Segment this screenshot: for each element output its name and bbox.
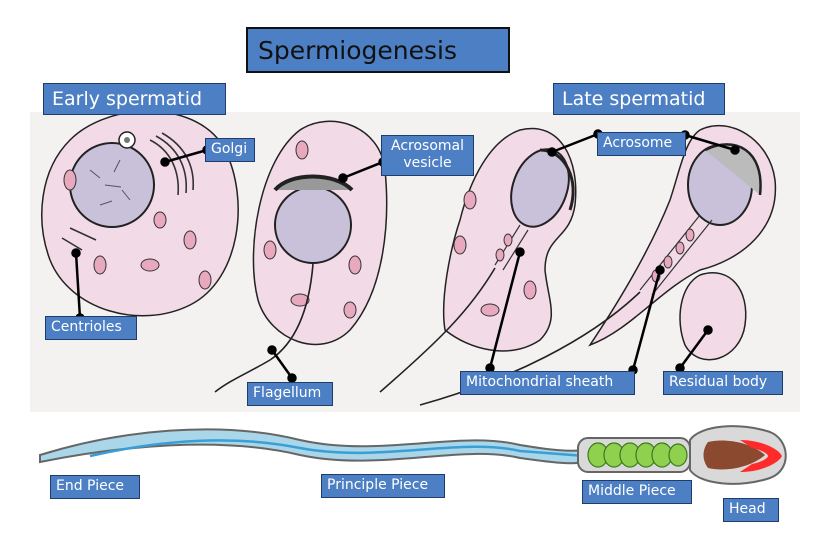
mitochondrial-sheath-label: Mitochondrial sheath: [460, 371, 635, 395]
cell-4: [419, 124, 777, 406]
residual-body-shape: [679, 272, 747, 361]
mitochondria-1: [63, 169, 212, 290]
residual-body-label: Residual body: [663, 371, 783, 395]
early-spermatid-cell: [41, 110, 239, 317]
acrosomal-vesicle-shape: [273, 174, 354, 192]
acrosomal-vesicle-label: Acrosomal vesicle: [381, 135, 474, 176]
golgi-apparatus: [149, 132, 195, 196]
middle-piece-label: Middle Piece: [582, 480, 692, 504]
nucleus-head: [703, 440, 765, 470]
cell-3: [379, 127, 577, 393]
principle-piece-label: Principle Piece: [321, 474, 445, 498]
mitochondrial-helix: [587, 442, 688, 468]
nucleus-1: [69, 142, 155, 228]
acrosomal-vesicle-line2: vesicle: [403, 155, 452, 171]
nucleus-2: [274, 186, 352, 264]
tail-shape: [39, 428, 586, 465]
golgi-label: Golgi: [205, 138, 255, 162]
head-label: Head: [723, 498, 779, 522]
flagellum-label: Flagellum: [247, 382, 333, 406]
flagellum-shape: [214, 263, 314, 393]
end-piece-label: End Piece: [50, 475, 140, 499]
mature-sperm: [39, 425, 787, 485]
acrosome-cap: [740, 440, 782, 472]
centrioles-mark: [61, 227, 97, 251]
cell-2: [214, 120, 388, 393]
early-spermatid-heading: Early spermatid: [43, 83, 226, 115]
diagram-title: Spermiogenesis: [246, 27, 510, 73]
acrosomal-vesicle-line1: Acrosomal: [390, 138, 464, 154]
late-spermatid-heading: Late spermatid: [553, 83, 725, 115]
centrioles-label: Centrioles: [45, 316, 137, 340]
acrosome-label: Acrosome: [597, 132, 686, 156]
